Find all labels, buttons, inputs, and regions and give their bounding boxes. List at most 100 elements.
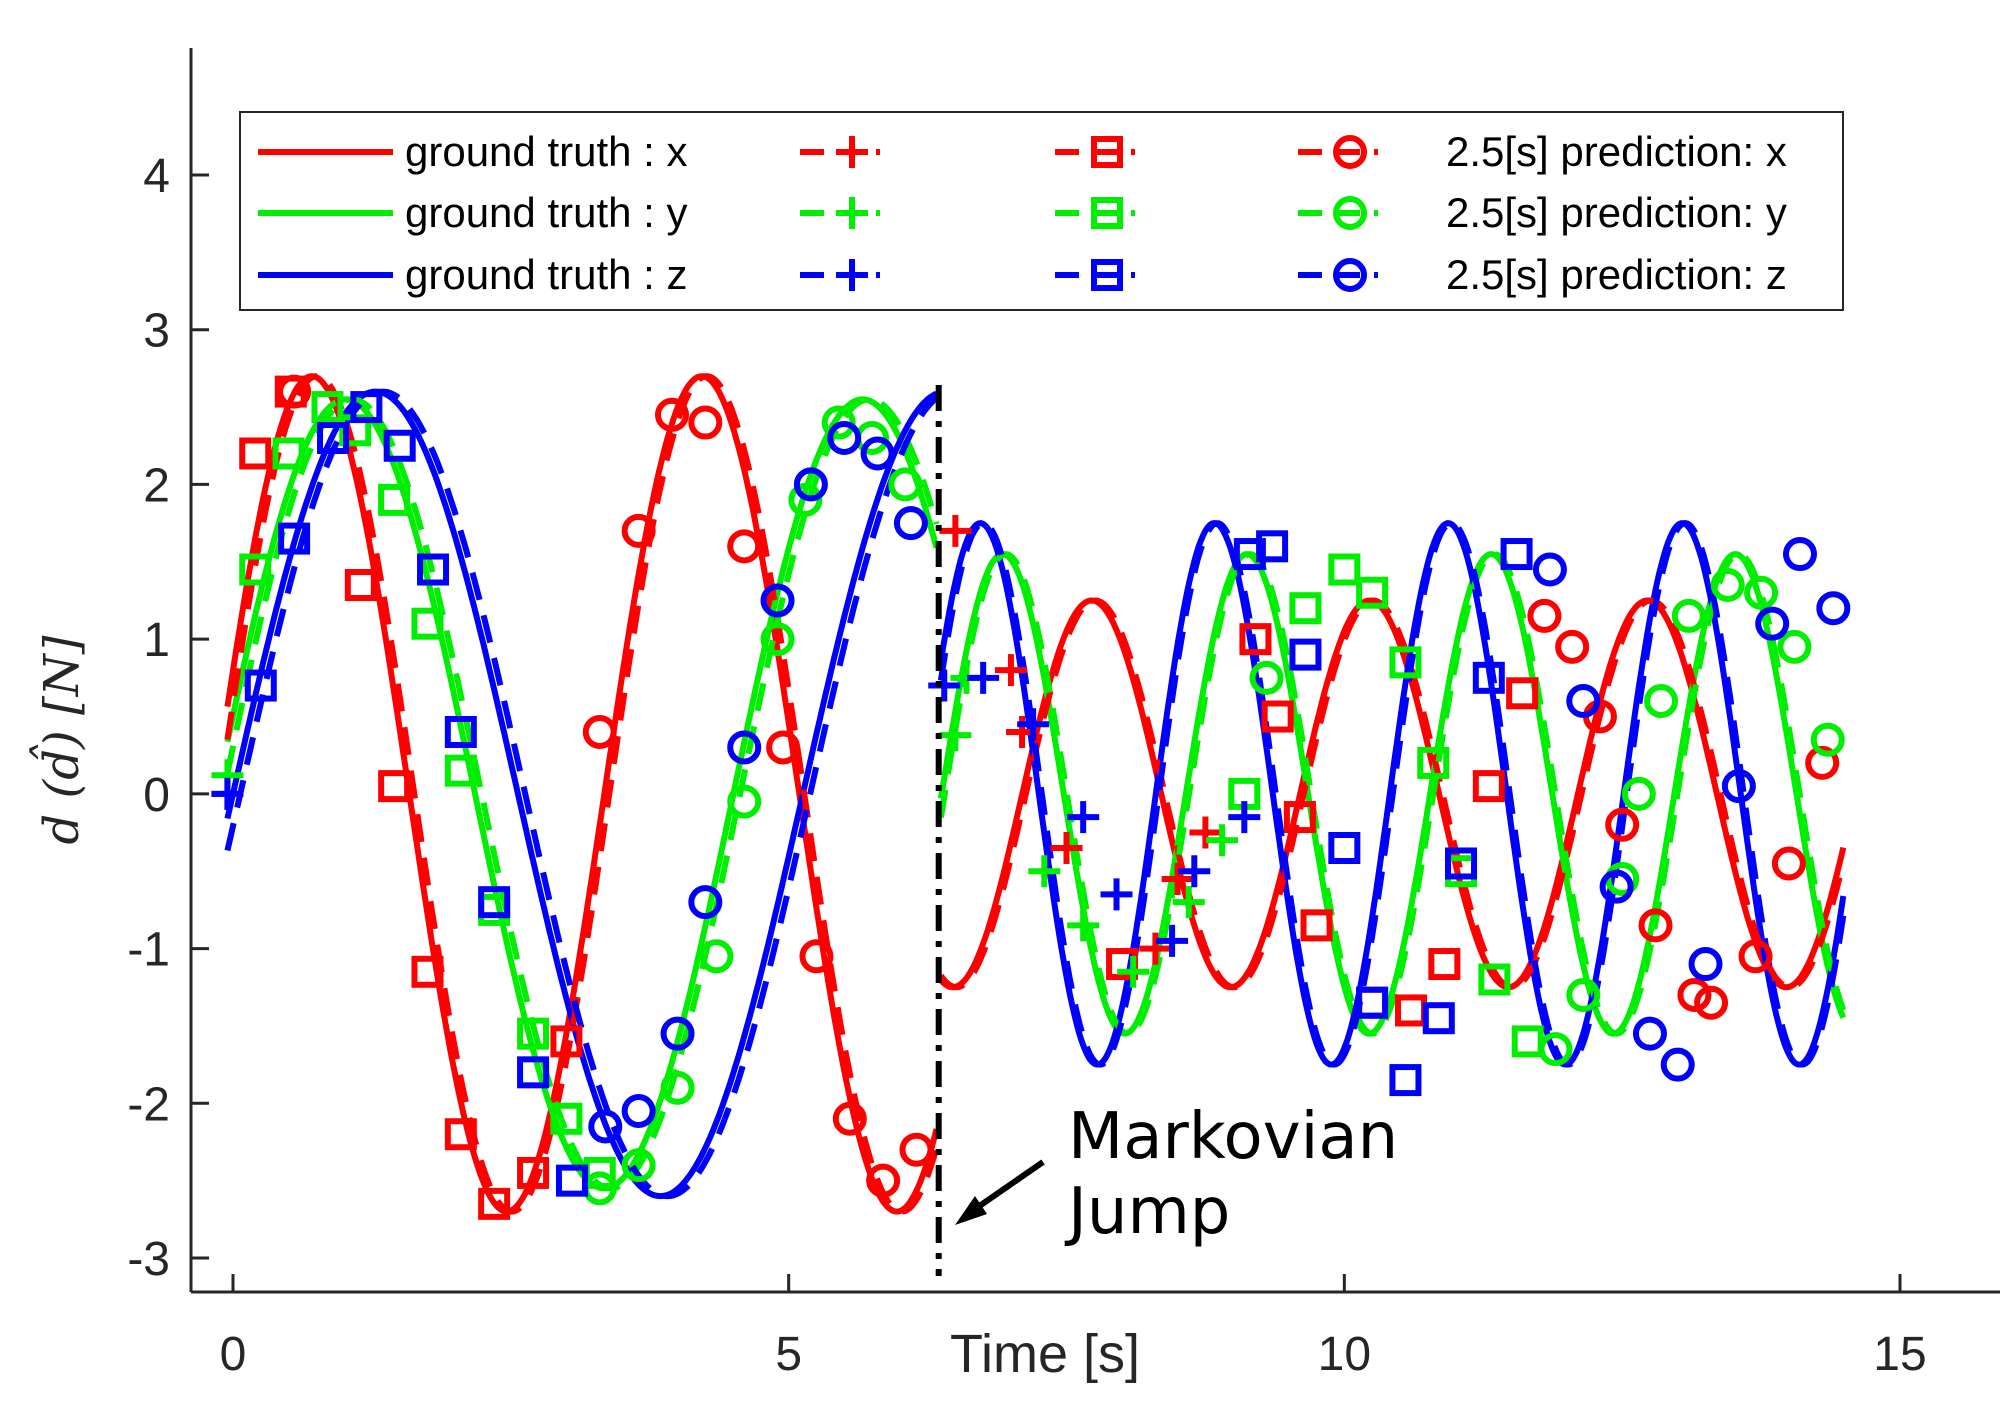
square-marker-z <box>517 1056 550 1089</box>
square-marker-z <box>1389 1064 1422 1097</box>
plus-marker-z <box>1017 708 1050 741</box>
y-tick-label: 4 <box>143 150 170 203</box>
circle-marker-z <box>860 436 895 471</box>
square-marker-z <box>444 715 477 748</box>
legend-row-x: ground truth : x 2.5[s] prediction: x <box>258 128 1787 175</box>
square-marker-z <box>383 429 416 462</box>
square-marker-x <box>1239 623 1272 656</box>
circle-marker-z <box>660 1016 695 1051</box>
circle-marker-z <box>1755 606 1790 641</box>
circle-marker-y <box>1777 629 1812 664</box>
plus-marker-y <box>939 719 972 752</box>
plus-marker-x <box>994 654 1027 687</box>
plus-marker-z <box>1067 801 1100 834</box>
square-marker-y <box>517 1017 550 1050</box>
square-marker-x <box>1261 700 1294 733</box>
circle-marker-x <box>1555 629 1590 664</box>
square-marker-x <box>444 1118 477 1151</box>
square-marker-x <box>1472 770 1505 803</box>
square-marker-z <box>1328 832 1361 865</box>
circle-marker-z <box>793 467 828 502</box>
plus-marker-x <box>1050 832 1083 865</box>
square-marker-y <box>1328 553 1361 586</box>
y-tick-label: 1 <box>143 614 170 667</box>
circle-marker-y <box>621 1148 656 1183</box>
prediction-line-y <box>937 551 1847 1037</box>
plus-marker-x <box>1161 862 1194 895</box>
legend-gt-label: ground truth : z <box>405 251 688 298</box>
square-marker-z <box>1422 1002 1455 1035</box>
y-tick-label: 3 <box>143 305 170 358</box>
square-marker-y <box>1356 576 1389 609</box>
prediction-line-x <box>938 597 1847 991</box>
square-marker-x <box>411 955 444 988</box>
x-tick-label: 10 <box>1318 1328 1371 1381</box>
square-marker-y <box>1478 963 1511 996</box>
annotation-line-1: Markovian <box>1068 1100 1398 1174</box>
circle-marker-z <box>1816 591 1851 626</box>
marker-layer <box>211 374 1851 1220</box>
circle-marker-x <box>654 397 689 432</box>
circle-marker-y <box>1644 684 1679 719</box>
square-marker-x <box>1300 909 1333 942</box>
square-marker-x <box>344 568 377 601</box>
square-marker-z <box>1445 847 1478 880</box>
circle-marker-x <box>277 374 312 409</box>
prediction-line-x <box>224 373 940 1215</box>
square-marker-z <box>555 1164 588 1197</box>
circle-marker-z <box>760 583 795 618</box>
plus-marker-z <box>928 669 961 702</box>
plus-marker-z <box>1178 855 1211 888</box>
circle-marker-y <box>727 784 762 819</box>
y-tick-label: -1 <box>127 924 170 977</box>
circle-marker-x <box>727 529 762 564</box>
square-marker-z <box>244 669 277 702</box>
square-marker-y <box>1389 646 1422 679</box>
y-tick-label: 2 <box>143 459 170 512</box>
prediction-line-z <box>937 520 1847 1068</box>
circle-marker-y <box>1249 660 1284 695</box>
circle-marker-y <box>1671 598 1706 633</box>
legend-row-z: ground truth : z 2.5[s] prediction: z <box>258 251 1787 298</box>
circle-marker-x <box>1771 846 1806 881</box>
plus-marker-z <box>1228 801 1261 834</box>
circle-marker-y <box>888 467 923 502</box>
circle-marker-z <box>621 1094 656 1129</box>
circle-marker-z <box>1721 769 1756 804</box>
legend-circle-marker <box>1333 196 1367 230</box>
circle-marker-x <box>1805 745 1840 780</box>
circle-marker-y <box>788 482 823 517</box>
plus-marker-x <box>1189 816 1222 849</box>
tick-layer: -3 -2 -1 0 1 2 3 4 0 5 10 15 <box>127 150 1926 1381</box>
circle-marker-z <box>688 885 723 920</box>
plus-marker-y <box>1206 824 1239 857</box>
legend-box <box>239 111 1844 311</box>
circle-marker-x <box>832 1101 867 1136</box>
circle-marker-y <box>760 622 795 657</box>
circle-marker-y <box>1810 722 1845 757</box>
circle-marker-y <box>821 405 856 440</box>
square-marker-x <box>239 437 272 470</box>
circle-marker-z <box>1660 1047 1695 1082</box>
square-marker-z <box>1233 538 1266 571</box>
circle-marker-x <box>621 513 656 548</box>
markovian-jump-annotation: Markovian Jump <box>955 1100 1398 1249</box>
circle-marker-z <box>1566 684 1601 719</box>
circle-marker-z <box>1532 552 1567 587</box>
square-marker-y <box>550 1102 583 1135</box>
square-marker-y <box>378 483 411 516</box>
square-marker-x <box>478 1187 511 1220</box>
y-tick-label: 0 <box>143 769 170 822</box>
annotation-arrow-head <box>955 1196 987 1225</box>
circle-marker-x <box>688 405 723 440</box>
circle-marker-x <box>1738 939 1773 974</box>
circle-marker-y <box>1710 567 1745 602</box>
legend-pred-label: 2.5[s] prediction: z <box>1446 251 1787 298</box>
legend-plus-marker <box>836 136 868 168</box>
square-marker-y <box>239 553 272 586</box>
annotation-line-2: Jump <box>1064 1175 1230 1249</box>
square-marker-z <box>1472 661 1505 694</box>
circle-marker-y <box>1621 776 1656 811</box>
plus-marker-y <box>1028 855 1061 888</box>
x-tick-label: 5 <box>775 1328 802 1381</box>
